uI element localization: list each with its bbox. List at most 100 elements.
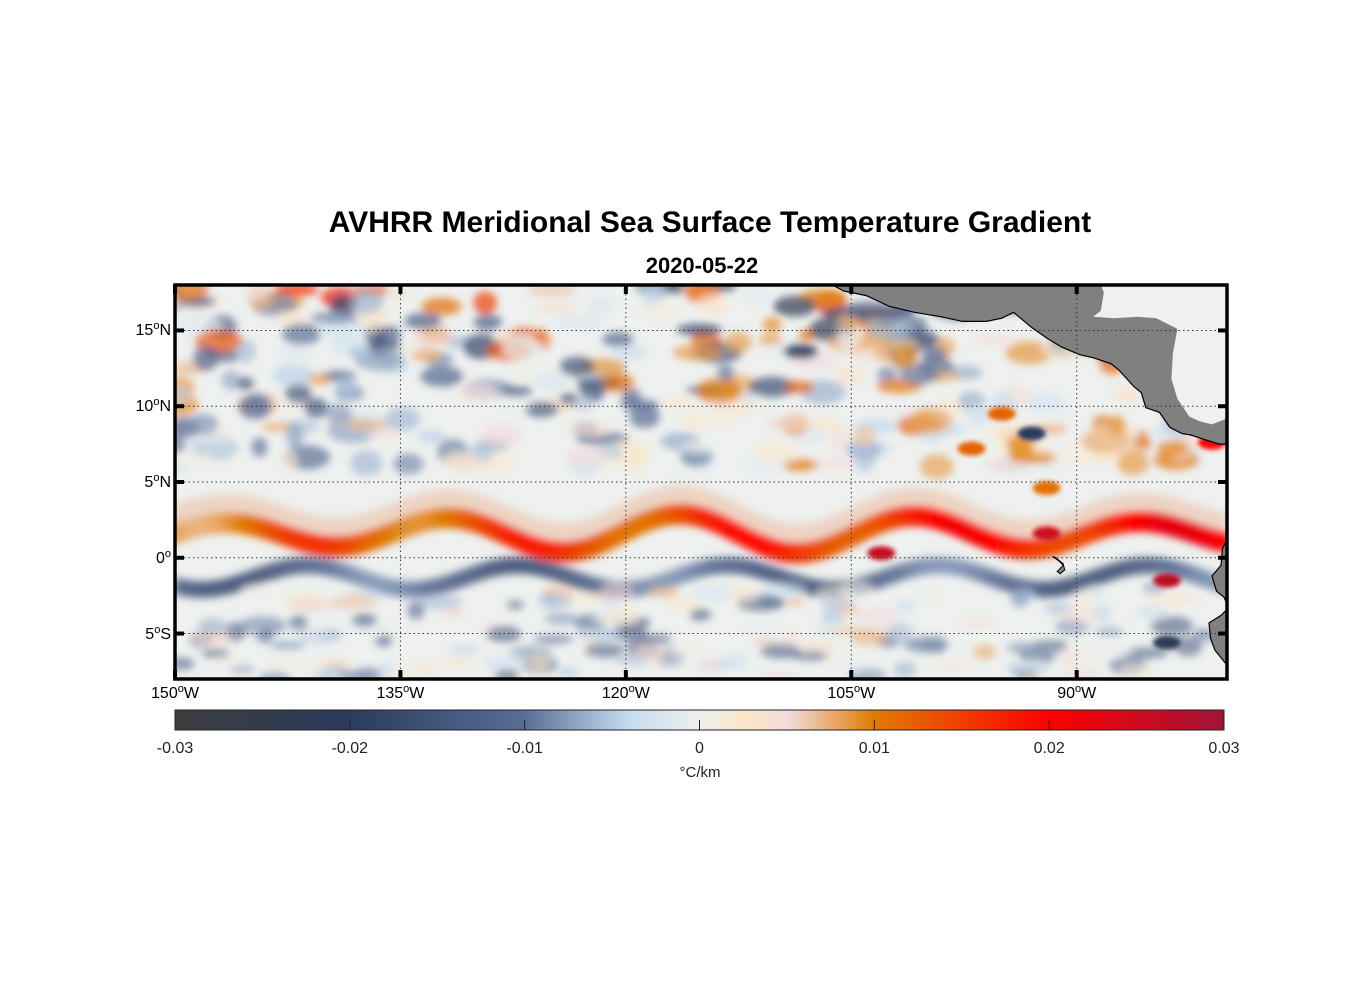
eddy-mark bbox=[785, 598, 804, 607]
eddy-mark bbox=[349, 289, 384, 314]
eddy-mark bbox=[457, 383, 498, 404]
chart-subtitle: 2020-05-22 bbox=[645, 253, 759, 278]
eddy-mark bbox=[574, 397, 595, 410]
eddy-mark bbox=[782, 344, 819, 359]
eddy-mark bbox=[1119, 665, 1155, 675]
hemisphere: W bbox=[860, 685, 876, 702]
lon-label: 90oW bbox=[1037, 683, 1117, 703]
lat-label: 15oN bbox=[111, 320, 171, 340]
eddy-mark bbox=[569, 592, 604, 604]
eddy-mark bbox=[741, 286, 770, 307]
eddy-mark bbox=[273, 285, 320, 297]
eddy-mark bbox=[765, 415, 812, 431]
eddy-mark bbox=[698, 293, 728, 315]
eddy-mark bbox=[420, 366, 464, 387]
tick-number: 90 bbox=[1057, 685, 1075, 702]
tick-number: 5 bbox=[145, 625, 155, 643]
lat-label: 0o bbox=[111, 548, 171, 568]
eddy-mark bbox=[565, 446, 612, 466]
lat-label: 5oS bbox=[111, 624, 171, 644]
eddy-mark bbox=[175, 386, 191, 404]
eddy-mark bbox=[856, 608, 902, 628]
eddy-mark bbox=[602, 331, 634, 347]
eddy-mark bbox=[524, 401, 559, 418]
colorbar-tick-label: 0.02 bbox=[1033, 740, 1065, 757]
eddy-mark bbox=[502, 337, 543, 360]
eddy-mark bbox=[267, 657, 309, 674]
degree-symbol: o bbox=[154, 623, 161, 636]
eddy-mark bbox=[893, 661, 917, 679]
eddy-mark bbox=[611, 342, 648, 360]
eddy-mark bbox=[469, 441, 493, 464]
eddy-mark bbox=[1150, 616, 1194, 636]
eddy-mark bbox=[486, 625, 522, 643]
eddy-mark bbox=[1008, 452, 1057, 464]
eddy-mark bbox=[259, 671, 292, 679]
degree-symbol: o bbox=[628, 683, 635, 695]
eddy-mark bbox=[1156, 440, 1188, 456]
eddy-mark bbox=[307, 666, 344, 679]
colorbar-tick-label: 0 bbox=[695, 740, 704, 757]
eddy-mark bbox=[393, 453, 424, 475]
tick-number: 105 bbox=[827, 685, 855, 702]
eddy-mark bbox=[835, 363, 865, 388]
eddy-mark bbox=[559, 356, 595, 377]
eddy-mark bbox=[1060, 666, 1102, 679]
eddy-mark bbox=[367, 427, 400, 441]
feature-accent bbox=[987, 406, 1016, 421]
eddy-mark bbox=[274, 310, 308, 326]
eddy-mark bbox=[660, 397, 694, 408]
hemisphere: N bbox=[159, 322, 171, 340]
eddy-mark bbox=[538, 594, 574, 610]
eddy-mark bbox=[791, 650, 829, 661]
chart-title: AVHRR Meridional Sea Surface Temperature… bbox=[328, 206, 1092, 239]
tick-number: 10 bbox=[135, 398, 154, 416]
eddy-mark bbox=[829, 428, 851, 453]
eddy-mark bbox=[784, 380, 814, 394]
eddy-mark bbox=[281, 450, 298, 470]
eddy-mark bbox=[544, 612, 579, 626]
degree-symbol: o bbox=[403, 683, 410, 695]
eddy-mark bbox=[920, 346, 947, 361]
eddy-mark bbox=[1005, 341, 1053, 365]
eddy-mark bbox=[261, 422, 292, 433]
eddy-mark bbox=[837, 327, 860, 352]
eddy-mark bbox=[1135, 605, 1170, 620]
eddy-mark bbox=[846, 440, 883, 460]
eddy-mark bbox=[743, 622, 778, 639]
eddy-mark bbox=[682, 440, 718, 454]
eddy-mark bbox=[965, 403, 992, 428]
degree-symbol: o bbox=[164, 547, 171, 560]
degree-symbol: o bbox=[153, 472, 160, 484]
colorbar-ticks bbox=[349, 720, 1050, 730]
eddy-mark bbox=[853, 425, 875, 447]
eddy-mark bbox=[696, 658, 723, 674]
eddy-mark bbox=[947, 643, 970, 661]
eddy-mark bbox=[559, 393, 579, 405]
eddy-mark bbox=[272, 365, 316, 386]
map-ticks bbox=[173, 285, 1227, 679]
eddy-mark bbox=[310, 311, 359, 324]
eddy-mark bbox=[689, 608, 712, 621]
eddy-mark bbox=[534, 371, 570, 391]
eddy-mark bbox=[527, 653, 551, 673]
degree-symbol: o bbox=[854, 683, 861, 695]
eddy-mark bbox=[899, 363, 940, 385]
eddy-mark bbox=[815, 586, 857, 599]
eddy-mark bbox=[1116, 450, 1150, 476]
eddy-mark bbox=[697, 407, 736, 428]
eddy-mark bbox=[494, 669, 520, 679]
eddy-mark bbox=[621, 388, 642, 406]
eddy-mark bbox=[287, 598, 334, 613]
eddy-mark bbox=[634, 643, 666, 664]
eddy-mark bbox=[506, 600, 524, 610]
lat-label: 10oN bbox=[111, 396, 171, 416]
eddy-mark bbox=[175, 435, 186, 454]
eddy-mark bbox=[1006, 434, 1034, 458]
front-mark bbox=[1210, 511, 1227, 532]
eddy-mark bbox=[1074, 587, 1098, 606]
eddy-mark bbox=[1051, 455, 1085, 467]
eddy-mark bbox=[417, 430, 446, 444]
eddy-mark bbox=[897, 340, 919, 367]
gradient-features bbox=[175, 285, 1227, 679]
